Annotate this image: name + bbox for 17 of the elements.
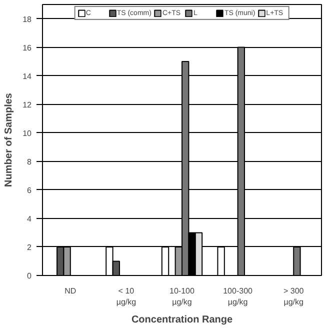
y-tick-label: 16 bbox=[22, 43, 32, 52]
y-tick-label: 12 bbox=[22, 100, 32, 110]
y-tick-label: 10 bbox=[22, 128, 32, 138]
y-tick-label: 8 bbox=[27, 157, 32, 166]
x-tick-label: < 10 µg/kg bbox=[116, 286, 136, 306]
y-tick-label: 6 bbox=[27, 186, 32, 195]
x-tick-label: 100-300 µg/kg bbox=[223, 286, 254, 306]
y-tick-label: 2 bbox=[27, 242, 32, 252]
y-tick-label: 0 bbox=[27, 272, 32, 280]
x-axis-title: Concentration Range bbox=[131, 314, 233, 326]
x-tick-label: 10-100 µg/kg bbox=[170, 286, 196, 306]
x-tick-label: > 300 µg/kg bbox=[283, 286, 304, 306]
y-axis-title: Number of Samples bbox=[4, 92, 15, 187]
y-tick-label: 4 bbox=[27, 214, 32, 224]
y-tick-label: 18 bbox=[22, 14, 32, 24]
x-tick-label: ND bbox=[64, 286, 76, 296]
y-tick-label: 14 bbox=[22, 72, 32, 81]
